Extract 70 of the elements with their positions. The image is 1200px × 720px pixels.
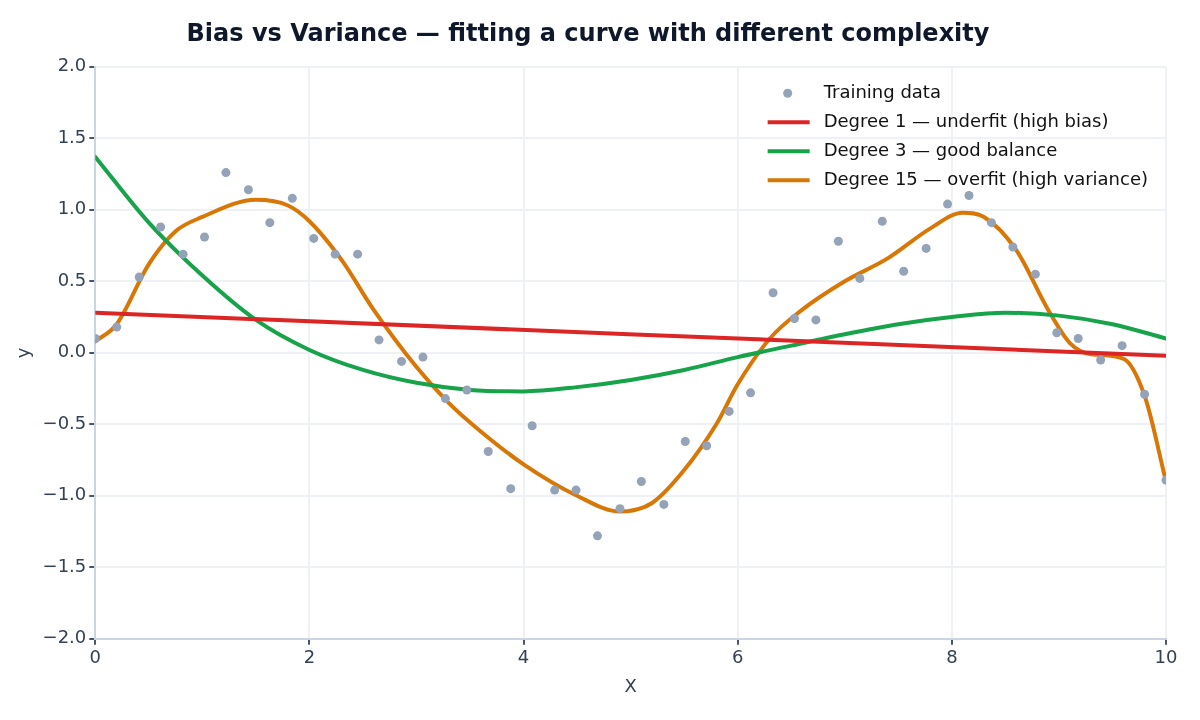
x-tick-label: 2 (303, 646, 316, 668)
legend-label: Degree 3 — good balance (823, 138, 1058, 160)
y-axis-title: y (12, 347, 34, 359)
point (506, 484, 516, 494)
point (397, 356, 407, 366)
y-tick-label: 0.5 (57, 268, 87, 290)
point (964, 191, 974, 200)
point (1008, 242, 1018, 252)
x-tick-label: 10 (1154, 646, 1178, 668)
point (287, 193, 297, 203)
point (374, 335, 384, 345)
legend-label: Training data (822, 80, 941, 102)
point (921, 243, 931, 253)
point (112, 322, 122, 332)
point (200, 232, 210, 242)
point (440, 394, 450, 404)
chart-title: Bias vs Variance — fitting a curve with different complexity (186, 18, 990, 47)
y-tick-label: 2.0 (57, 54, 87, 76)
y-tick-label: −1.5 (42, 554, 87, 576)
point (483, 446, 493, 456)
point (943, 199, 953, 209)
point (178, 249, 188, 259)
point (746, 388, 756, 398)
point (986, 218, 996, 228)
point (1096, 355, 1106, 365)
y-tick-label: 1.5 (57, 125, 87, 147)
y-tick-label: −1.0 (42, 483, 87, 505)
point (702, 441, 712, 451)
point (680, 436, 690, 446)
y-tick-label: 0.0 (57, 340, 87, 362)
point (134, 272, 144, 282)
point (592, 531, 602, 541)
x-tick-label: 8 (946, 646, 958, 668)
point (1052, 328, 1062, 338)
point (636, 477, 646, 486)
x-tick-label: 6 (732, 646, 744, 668)
point (156, 222, 166, 232)
x-tick-label: 0 (89, 646, 102, 668)
legend-label: Degree 15 — overfit (high variance) (823, 167, 1148, 189)
point (724, 406, 734, 416)
point (1117, 341, 1127, 351)
point (550, 485, 560, 495)
point (877, 216, 887, 226)
point (527, 421, 537, 431)
point (571, 485, 581, 495)
x-axis-title: X (624, 674, 637, 696)
point (330, 249, 340, 259)
point (353, 249, 363, 259)
point (418, 352, 428, 362)
point (768, 288, 778, 298)
point (659, 499, 669, 509)
point (1030, 269, 1040, 279)
point (309, 233, 319, 243)
point (1073, 334, 1083, 343)
point (811, 315, 821, 325)
point (789, 313, 799, 323)
point (243, 185, 253, 195)
y-tick-label: 1.0 (57, 197, 87, 219)
point (615, 504, 625, 514)
point (265, 218, 275, 228)
point (855, 273, 865, 283)
y-tick-label: −2.0 (42, 626, 87, 648)
x-tick-label: 4 (517, 646, 530, 668)
point (221, 168, 231, 178)
point (462, 385, 472, 395)
point (899, 266, 909, 276)
point (1140, 389, 1150, 399)
point (833, 236, 843, 246)
y-tick-label: −0.5 (42, 411, 87, 433)
legend-label: Degree 1 — underfit (high bias) (823, 109, 1109, 131)
